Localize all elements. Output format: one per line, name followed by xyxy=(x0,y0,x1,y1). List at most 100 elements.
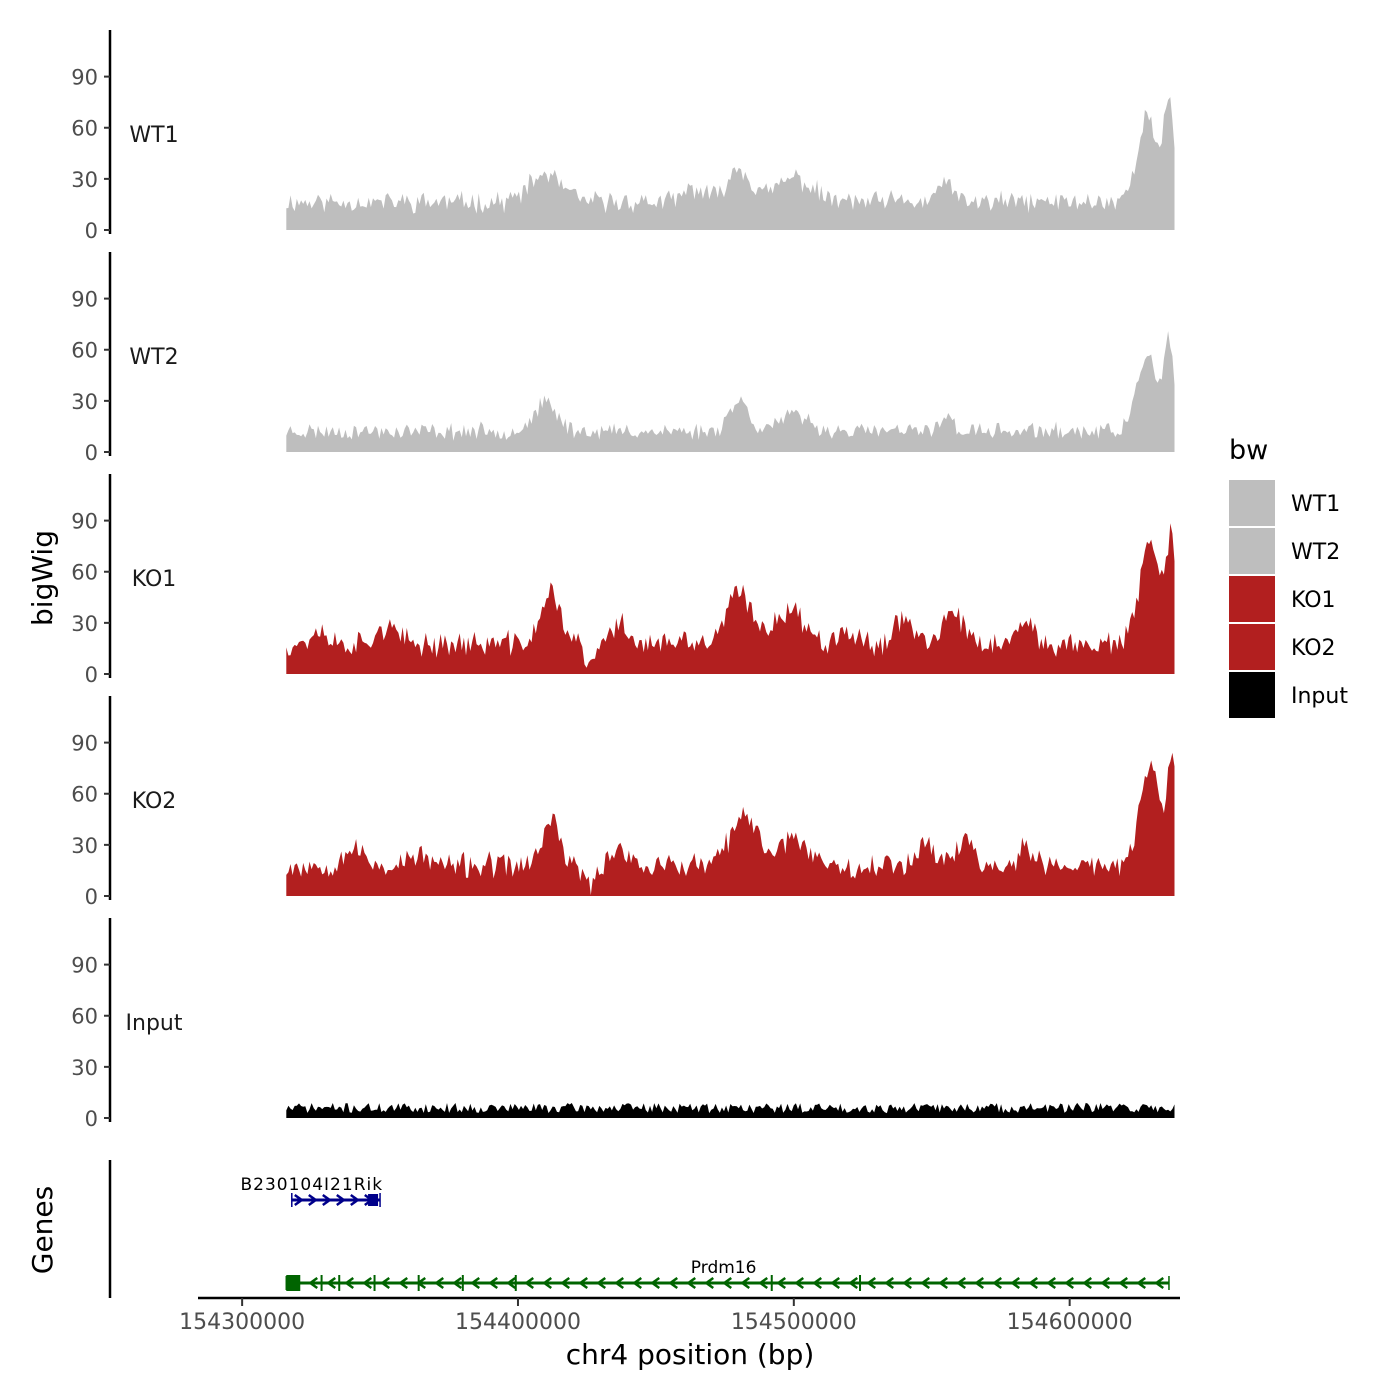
y-tick-label: 90 xyxy=(71,510,98,534)
signal-area-ko2 xyxy=(286,752,1175,896)
strand-arrow xyxy=(722,1276,732,1290)
x-tick-label: 154500000 xyxy=(731,1310,857,1335)
x-tick-label: 154300000 xyxy=(179,1310,305,1335)
y-tick-label: 30 xyxy=(71,612,98,636)
legend-label: KO1 xyxy=(1291,588,1336,613)
strand-arrow xyxy=(322,1193,332,1207)
genes-panel-title: Genes xyxy=(26,1186,59,1274)
track-label-input: Input xyxy=(126,1011,183,1036)
legend-label: WT2 xyxy=(1291,540,1340,565)
strand-arrow xyxy=(686,1276,696,1290)
x-tick-label: 154600000 xyxy=(1007,1310,1133,1335)
y-tick-label: 60 xyxy=(71,783,98,807)
track-panel-wt1: 0 30 60 90 WT1 xyxy=(71,30,1175,243)
y-tick-label: 30 xyxy=(71,834,98,858)
legend-label: Input xyxy=(1291,684,1348,709)
legend-entry-ko1: KO1 xyxy=(1229,576,1336,622)
y-tick-label: 30 xyxy=(71,390,98,414)
strand-arrow xyxy=(344,1276,354,1290)
strand-arrow xyxy=(1046,1276,1056,1290)
strand-arrow xyxy=(776,1276,786,1290)
legend-swatch xyxy=(1229,624,1275,670)
strand-arrow xyxy=(704,1276,714,1290)
strand-arrow xyxy=(632,1276,642,1290)
strand-arrow xyxy=(294,1193,304,1207)
legend-swatch xyxy=(1229,576,1275,622)
strand-arrow xyxy=(1064,1276,1074,1290)
strand-arrow xyxy=(848,1276,858,1290)
strand-arrow xyxy=(560,1276,570,1290)
strand-arrow xyxy=(866,1276,876,1290)
strand-arrow xyxy=(938,1276,948,1290)
y-tick-label: 60 xyxy=(71,561,98,585)
strand-arrow xyxy=(884,1276,894,1290)
signal-area-wt2 xyxy=(286,331,1175,452)
y-tick-label: 0 xyxy=(85,885,98,909)
strand-arrow xyxy=(326,1276,336,1290)
signal-area-ko1 xyxy=(286,523,1175,674)
exon-block xyxy=(368,1194,379,1206)
y-tick-label: 90 xyxy=(71,288,98,312)
legend-entry-wt2: WT2 xyxy=(1229,528,1340,574)
y-tick-label: 90 xyxy=(71,66,98,90)
legend: bw WT1 WT2 KO1 KO2 Input xyxy=(1229,435,1348,718)
strand-arrow xyxy=(336,1193,346,1207)
y-tick-label: 60 xyxy=(71,1005,98,1029)
y-tick-label: 90 xyxy=(71,732,98,756)
strand-arrow xyxy=(1100,1276,1110,1290)
y-tick-label: 0 xyxy=(85,441,98,465)
strand-arrow xyxy=(740,1276,750,1290)
strand-arrow xyxy=(650,1276,660,1290)
gene-b230104i21rik: B230104I21Rik xyxy=(240,1175,382,1207)
y-tick-label: 0 xyxy=(85,1107,98,1131)
strand-arrow xyxy=(830,1276,840,1290)
strand-arrow xyxy=(920,1276,930,1290)
y-tick-label: 0 xyxy=(85,663,98,687)
x-axis: 154300000 154400000 154500000 154600000 xyxy=(179,1296,1180,1335)
strand-arrow xyxy=(596,1276,606,1290)
strand-arrow xyxy=(812,1276,822,1290)
legend-swatch xyxy=(1229,528,1275,574)
x-tick-label: 154400000 xyxy=(455,1310,581,1335)
legend-label: KO2 xyxy=(1291,636,1336,661)
strand-arrow xyxy=(578,1276,588,1290)
strand-arrow xyxy=(1154,1276,1164,1290)
track-label-ko2: KO2 xyxy=(132,789,177,814)
legend-label: WT1 xyxy=(1291,492,1340,517)
legend-title: bw xyxy=(1229,435,1268,466)
legend-entry-wt1: WT1 xyxy=(1229,480,1340,526)
exon-block xyxy=(286,1275,301,1291)
strand-arrow xyxy=(542,1276,552,1290)
track-label-ko1: KO1 xyxy=(132,567,177,592)
strand-arrow xyxy=(1136,1276,1146,1290)
strand-arrow xyxy=(362,1276,372,1290)
y-tick-label: 30 xyxy=(71,168,98,192)
strand-arrow xyxy=(350,1193,360,1207)
strand-arrow xyxy=(524,1276,534,1290)
strand-arrow xyxy=(308,1193,318,1207)
strand-arrow xyxy=(1082,1276,1092,1290)
strand-arrow xyxy=(974,1276,984,1290)
track-label-wt2: WT2 xyxy=(129,345,178,370)
strand-arrow xyxy=(488,1276,498,1290)
gene-label: Prdm16 xyxy=(691,1258,757,1278)
strand-arrow xyxy=(434,1276,444,1290)
legend-entry-input: Input xyxy=(1229,672,1348,718)
strand-arrow xyxy=(1010,1276,1020,1290)
y-axis-title: bigWig xyxy=(26,530,59,626)
strand-arrow xyxy=(506,1276,516,1290)
legend-entry-ko2: KO2 xyxy=(1229,624,1336,670)
signal-area-input xyxy=(286,1102,1175,1118)
strand-arrow xyxy=(992,1276,1002,1290)
strand-arrow xyxy=(452,1276,462,1290)
strand-arrow xyxy=(398,1276,408,1290)
track-panel-input: 0 30 60 90 Input xyxy=(71,918,1175,1131)
x-axis-title: chr4 position (bp) xyxy=(566,1338,815,1371)
genes-track: B230104I21Rik Prdm16 xyxy=(108,1160,1170,1298)
strand-arrow xyxy=(1118,1276,1128,1290)
track-label-wt1: WT1 xyxy=(129,123,178,148)
y-tick-label: 30 xyxy=(71,1056,98,1080)
strand-arrow xyxy=(308,1276,318,1290)
strand-arrow xyxy=(614,1276,624,1290)
